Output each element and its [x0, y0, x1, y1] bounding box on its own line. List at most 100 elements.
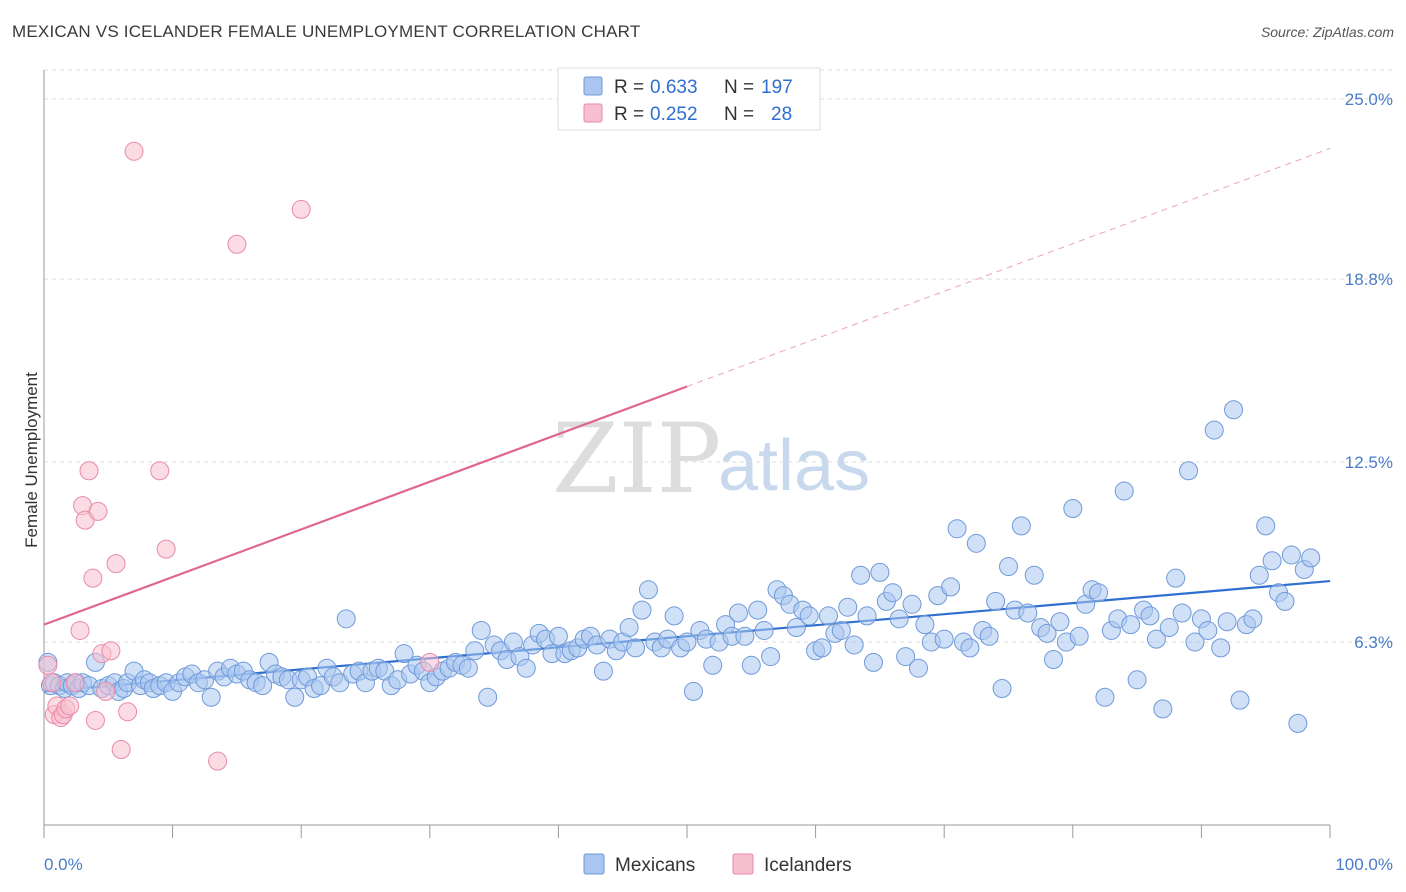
data-points — [38, 141, 1321, 771]
point-mexicans — [638, 580, 658, 600]
point-mexicans — [799, 606, 819, 626]
point-mexicans — [1172, 603, 1192, 623]
watermark: ZIP atlas — [552, 403, 870, 515]
point-mexicans — [947, 519, 967, 539]
point-mexicans — [838, 597, 858, 617]
point-mexicans — [915, 615, 935, 635]
point-icelanders — [156, 539, 176, 559]
point-mexicans — [664, 606, 684, 626]
point-mexicans — [1044, 649, 1064, 669]
point-mexicans — [1262, 551, 1282, 571]
point-mexicans — [626, 638, 646, 658]
point-icelanders — [83, 568, 103, 588]
point-mexicans — [394, 644, 414, 664]
point-mexicans — [1166, 568, 1186, 588]
x-tick-label-max: 100.0% — [1335, 855, 1393, 874]
grid-lines — [44, 69, 1393, 643]
point-icelanders — [85, 710, 105, 730]
point-icelanders — [101, 641, 121, 661]
point-mexicans — [1217, 612, 1237, 632]
point-mexicans — [1179, 461, 1199, 481]
point-mexicans — [960, 638, 980, 658]
point-mexicans — [870, 562, 890, 582]
y-tick-label: 18.8% — [1345, 270, 1393, 289]
y-tick-label: 25.0% — [1345, 90, 1393, 109]
point-mexicans — [992, 679, 1012, 699]
point-mexicans — [735, 626, 755, 646]
source-credit: Source: ZipAtlas.com — [1260, 24, 1394, 40]
point-mexicans — [1230, 690, 1250, 710]
legend-n-value-mexicans: 197 — [761, 77, 793, 98]
point-mexicans — [1095, 687, 1115, 707]
point-icelanders — [106, 554, 126, 574]
point-mexicans — [1204, 420, 1224, 440]
point-mexicans — [703, 655, 723, 675]
legend-bottom: Mexicans Icelanders — [583, 853, 852, 876]
legend-r-value-mexicans: 0.633 — [650, 77, 698, 98]
point-mexicans — [1301, 548, 1321, 568]
chart-title: MEXICAN VS ICELANDER FEMALE UNEMPLOYMENT… — [12, 22, 641, 41]
point-icelanders — [208, 751, 228, 771]
point-icelanders — [70, 620, 90, 640]
point-icelanders — [420, 652, 440, 672]
trend-line-icelanders — [43, 385, 688, 626]
watermark-atlas: atlas — [718, 426, 870, 506]
point-mexicans — [896, 647, 916, 667]
point-icelanders — [60, 696, 80, 716]
point-icelanders — [150, 461, 170, 481]
point-mexicans — [285, 687, 305, 707]
point-mexicans — [986, 591, 1006, 611]
point-mexicans — [1256, 516, 1276, 536]
point-mexicans — [1249, 565, 1269, 585]
y-tick-label: 6.3% — [1354, 633, 1393, 652]
legend-n-label-mexicans: N = — [724, 77, 754, 98]
point-mexicans — [458, 658, 478, 678]
point-mexicans — [1037, 623, 1057, 643]
point-mexicans — [516, 658, 536, 678]
point-mexicans — [1069, 626, 1089, 646]
point-mexicans — [1153, 699, 1173, 719]
x-tick-labels: 0.0% 100.0% — [44, 855, 1393, 874]
point-mexicans — [786, 618, 806, 638]
legend-bottom-swatch-mexicans — [583, 853, 605, 875]
point-mexicans — [761, 647, 781, 667]
point-mexicans — [857, 606, 877, 626]
point-mexicans — [1140, 606, 1160, 626]
point-mexicans — [831, 620, 851, 640]
point-icelanders — [65, 673, 85, 693]
point-mexicans — [1024, 565, 1044, 585]
point-icelanders — [118, 702, 138, 722]
legend-n-label-icelanders: N = — [724, 104, 754, 125]
point-mexicans — [1063, 498, 1083, 518]
point-mexicans — [941, 577, 961, 597]
point-mexicans — [1114, 481, 1134, 501]
point-icelanders — [124, 141, 144, 161]
point-mexicans — [1243, 609, 1263, 629]
point-mexicans — [465, 641, 485, 661]
point-mexicans — [593, 661, 613, 681]
point-mexicans — [754, 620, 774, 640]
point-mexicans — [1224, 400, 1244, 420]
point-mexicans — [902, 594, 922, 614]
point-mexicans — [1288, 713, 1308, 733]
point-mexicans — [1159, 618, 1179, 638]
point-mexicans — [812, 638, 832, 658]
point-mexicans — [336, 609, 356, 629]
point-mexicans — [471, 620, 491, 640]
legend-r-value-icelanders: 0.252 — [650, 104, 698, 125]
point-mexicans — [253, 676, 273, 696]
point-mexicans — [1011, 516, 1031, 536]
point-mexicans — [979, 626, 999, 646]
legend-bottom-label-mexicans: Mexicans — [615, 855, 695, 876]
point-mexicans — [966, 533, 986, 553]
point-mexicans — [1089, 583, 1109, 603]
point-icelanders — [96, 681, 116, 701]
point-mexicans — [478, 687, 498, 707]
point-mexicans — [728, 603, 748, 623]
legend-swatch-icelanders — [583, 103, 603, 123]
point-mexicans — [999, 557, 1018, 577]
point-mexicans — [1018, 603, 1038, 623]
y-tick-label: 12.5% — [1345, 453, 1393, 472]
point-mexicans — [1281, 545, 1301, 565]
